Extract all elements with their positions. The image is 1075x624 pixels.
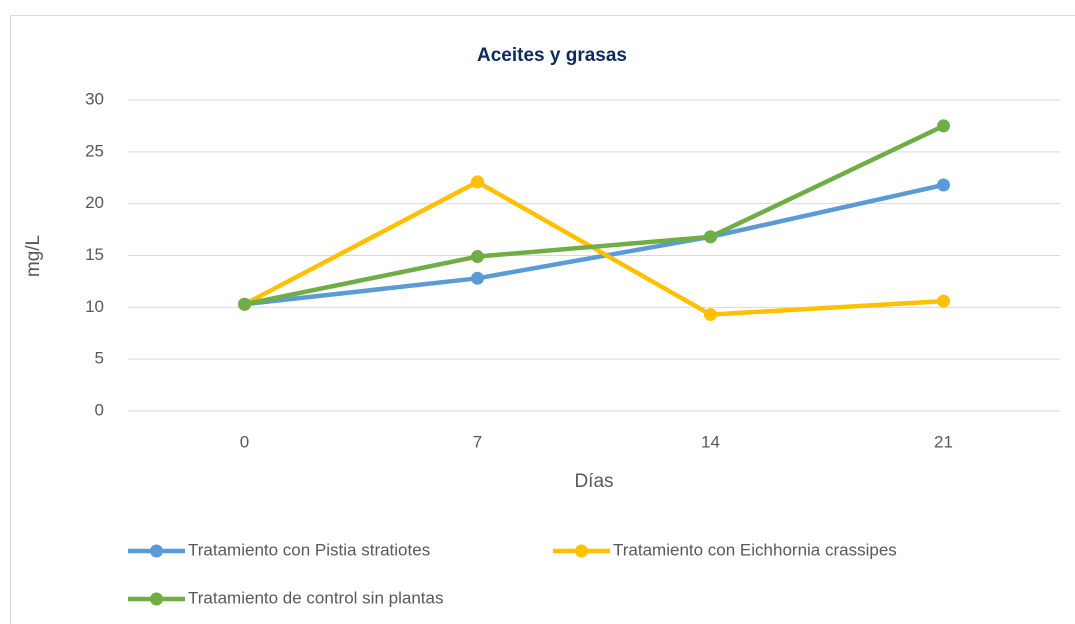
chart-frame — [10, 15, 1075, 624]
data-point — [937, 178, 950, 192]
legend-marker — [575, 544, 588, 558]
chart-title: Aceites y grasas — [477, 45, 627, 66]
legend-marker — [150, 592, 163, 606]
data-point — [704, 308, 717, 322]
series-line — [244, 182, 944, 307]
y-axis-label: mg/L — [23, 235, 44, 277]
data-point — [937, 294, 950, 308]
x-axis-label: Días — [574, 471, 613, 492]
legend-label: Tratamiento de control sin plantas — [188, 588, 443, 607]
y-tick-label: 15 — [85, 245, 104, 264]
data-point — [704, 230, 717, 244]
y-tick-label: 5 — [95, 349, 104, 368]
legend-label: Tratamiento con Eichhornia crassipes — [613, 540, 897, 559]
data-point — [471, 175, 484, 189]
x-tick-label: 14 — [701, 432, 720, 451]
legend-marker — [150, 544, 163, 558]
x-tick-label: 0 — [240, 432, 249, 451]
y-tick-label: 30 — [85, 89, 104, 108]
series-line — [244, 123, 945, 307]
legend-label: Tratamiento con Pistia stratiotes — [188, 540, 430, 559]
y-tick-label: 0 — [95, 400, 104, 419]
y-tick-label: 20 — [85, 193, 104, 212]
y-tick-label: 10 — [85, 297, 104, 316]
y-tick-label: 25 — [85, 141, 104, 160]
data-point — [937, 119, 950, 133]
x-tick-label: 7 — [473, 432, 482, 451]
data-point — [471, 271, 484, 285]
data-point — [238, 297, 251, 311]
x-tick-label: 21 — [934, 432, 953, 451]
data-point — [471, 250, 484, 264]
